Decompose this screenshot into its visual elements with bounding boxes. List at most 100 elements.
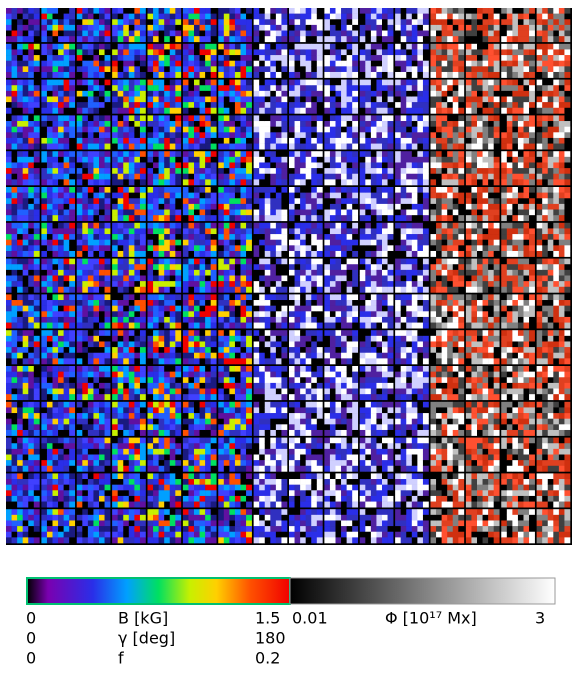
pixel [28, 85, 34, 91]
pixel [64, 55, 70, 61]
pixel [507, 102, 513, 108]
pixel [205, 72, 211, 78]
pixel [175, 294, 181, 300]
pixel [47, 179, 53, 185]
pixel [12, 55, 18, 61]
pixel [431, 228, 437, 234]
pixel [524, 264, 530, 270]
pixel [417, 14, 423, 20]
pixel [77, 91, 83, 97]
pixel [330, 294, 336, 300]
pixel [471, 179, 477, 185]
pixel [281, 215, 287, 221]
pixel [401, 228, 407, 234]
pixel [6, 121, 12, 127]
pixel [471, 115, 477, 121]
pixel [412, 245, 418, 251]
pixel [265, 311, 271, 317]
pixel [134, 115, 140, 121]
pixel [218, 270, 224, 276]
pixel [93, 240, 99, 246]
pixel [77, 187, 83, 193]
pixel [423, 108, 429, 114]
pixel [17, 127, 23, 133]
pixel [159, 121, 165, 127]
pixel [183, 19, 189, 25]
pixel [477, 179, 483, 185]
pixel [317, 115, 323, 121]
pixel [300, 294, 306, 300]
pixel [12, 121, 18, 127]
pixel [341, 72, 347, 78]
pixel [188, 127, 194, 133]
pixel [118, 132, 124, 138]
pixel [453, 102, 459, 108]
pixel [64, 306, 70, 312]
pixel [159, 115, 165, 121]
pixel [471, 19, 477, 25]
pixel [300, 245, 306, 251]
pixel [69, 276, 75, 282]
pixel [183, 287, 189, 293]
pixel [406, 234, 412, 240]
pixel [529, 204, 535, 210]
pixel [336, 162, 342, 168]
pixel [164, 240, 170, 246]
pixel [382, 306, 388, 312]
pixel [336, 187, 342, 193]
pixel [289, 323, 295, 329]
pixel [494, 85, 500, 91]
pixel [317, 240, 323, 246]
pixel [188, 36, 194, 42]
pixel [140, 204, 146, 210]
pixel [412, 72, 418, 78]
pixel [99, 317, 105, 323]
pixel [483, 168, 489, 174]
pixel [300, 115, 306, 121]
pixel [254, 25, 260, 31]
pixel [265, 127, 271, 133]
pixel [494, 72, 500, 78]
pixel [471, 91, 477, 97]
pixel [175, 193, 181, 199]
pixel [488, 193, 494, 199]
pixel [77, 61, 83, 67]
pixel [352, 66, 358, 72]
pixel [564, 49, 570, 55]
pixel [553, 31, 559, 37]
pixel [447, 245, 453, 251]
pixel [564, 204, 570, 210]
pixel [395, 193, 401, 199]
pixel [512, 108, 518, 114]
pixel [553, 97, 559, 103]
pixel [218, 14, 224, 20]
pixel [401, 31, 407, 37]
pixel [483, 157, 489, 163]
pixel [483, 72, 489, 78]
pixel [542, 80, 548, 86]
pixel [229, 240, 235, 246]
pixel [347, 151, 353, 157]
pixel [153, 259, 159, 265]
pixel [453, 14, 459, 20]
pixel [28, 132, 34, 138]
pixel [93, 144, 99, 150]
pixel [289, 240, 295, 246]
pixel [423, 66, 429, 72]
pixel [254, 240, 260, 246]
pixel [241, 193, 247, 199]
pixel [34, 204, 40, 210]
pixel [281, 97, 287, 103]
pixel [466, 251, 472, 257]
pixel [58, 306, 64, 312]
pixel [336, 91, 342, 97]
pixel [324, 179, 330, 185]
pixel [423, 25, 429, 31]
pixel [483, 174, 489, 180]
pixel [295, 108, 301, 114]
pixel [170, 132, 176, 138]
pixel [431, 198, 437, 204]
pixel [82, 80, 88, 86]
pixel [388, 151, 394, 157]
pixel [183, 102, 189, 108]
